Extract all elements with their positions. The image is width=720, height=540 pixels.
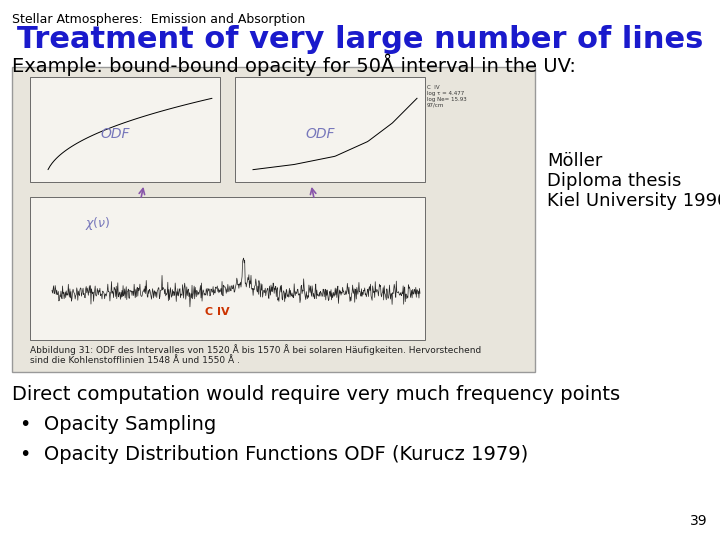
Text: •  Opacity Sampling: • Opacity Sampling [20,415,216,434]
Bar [30,197,425,340]
Text: $\chi(\nu)$: $\chi(\nu)$ [85,215,111,232]
Text: Example: bound-bound opacity for 50Å interval in the UV:: Example: bound-bound opacity for 50Å int… [12,53,576,76]
Text: Abbildung 31: ODF des Intervalles von 1520 Å bis 1570 Å bei solaren Häufigkeiten: Abbildung 31: ODF des Intervalles von 15… [30,344,481,365]
Bar [235,77,425,182]
Text: C IV: C IV [205,307,230,317]
Text: Diploma thesis: Diploma thesis [547,172,681,190]
Text: Treatment of very large number of lines: Treatment of very large number of lines [17,25,703,54]
Text: 39: 39 [690,514,708,528]
Text: ODF: ODF [305,127,335,141]
Bar [30,77,220,182]
Text: C  IV
log τ = 4.477
log Ne= 15.93
97/cm: C IV log τ = 4.477 log Ne= 15.93 97/cm [427,85,467,107]
Text: Stellar Atmospheres:  Emission and Absorption: Stellar Atmospheres: Emission and Absorp… [12,13,305,26]
Text: Möller: Möller [547,152,603,170]
Bar [12,67,535,372]
Text: Kiel University 1990: Kiel University 1990 [547,192,720,210]
Text: •  Opacity Distribution Functions ODF (Kurucz 1979): • Opacity Distribution Functions ODF (Ku… [20,445,528,464]
Text: ODF: ODF [100,127,130,141]
Text: Direct computation would require very much frequency points: Direct computation would require very mu… [12,385,620,404]
